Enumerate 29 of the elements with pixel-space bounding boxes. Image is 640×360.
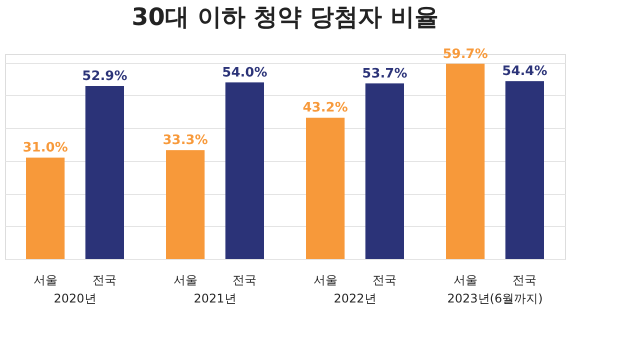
text: 서울 — [173, 273, 198, 287]
bar — [306, 118, 345, 259]
data-label: 59.7% — [442, 46, 488, 62]
data-label: 54.4% — [502, 64, 548, 80]
text: 전국 — [232, 273, 257, 287]
x-tick-label: 2021년 — [194, 292, 236, 306]
text: 전국 — [372, 273, 397, 287]
text: 서울 — [313, 273, 338, 287]
series-label: 전국 — [92, 273, 117, 287]
data-label: 31.0% — [22, 140, 68, 156]
bar — [166, 150, 205, 259]
text: 서울 — [453, 273, 478, 287]
data-label: 43.2% — [302, 100, 348, 116]
data-label: 33.3% — [162, 133, 208, 148]
bar — [365, 83, 404, 259]
bar — [446, 64, 485, 259]
bar — [225, 82, 264, 259]
bar — [85, 86, 124, 259]
data-label: 53.7% — [362, 66, 408, 82]
bar — [505, 81, 544, 259]
bar — [26, 158, 65, 259]
chart-title: 30대 이하 청약 당첨자 비율 — [132, 2, 438, 31]
x-tick-label: 2020년 — [54, 292, 96, 306]
data-label: 54.0% — [222, 65, 268, 80]
x-tick-label: 2022년 — [334, 292, 376, 306]
data-label: 52.9% — [82, 69, 128, 84]
series-label: 서울 — [33, 273, 58, 287]
x-tick-label: 2023년(6월까지) — [447, 292, 543, 306]
text: 전국 — [512, 273, 537, 287]
